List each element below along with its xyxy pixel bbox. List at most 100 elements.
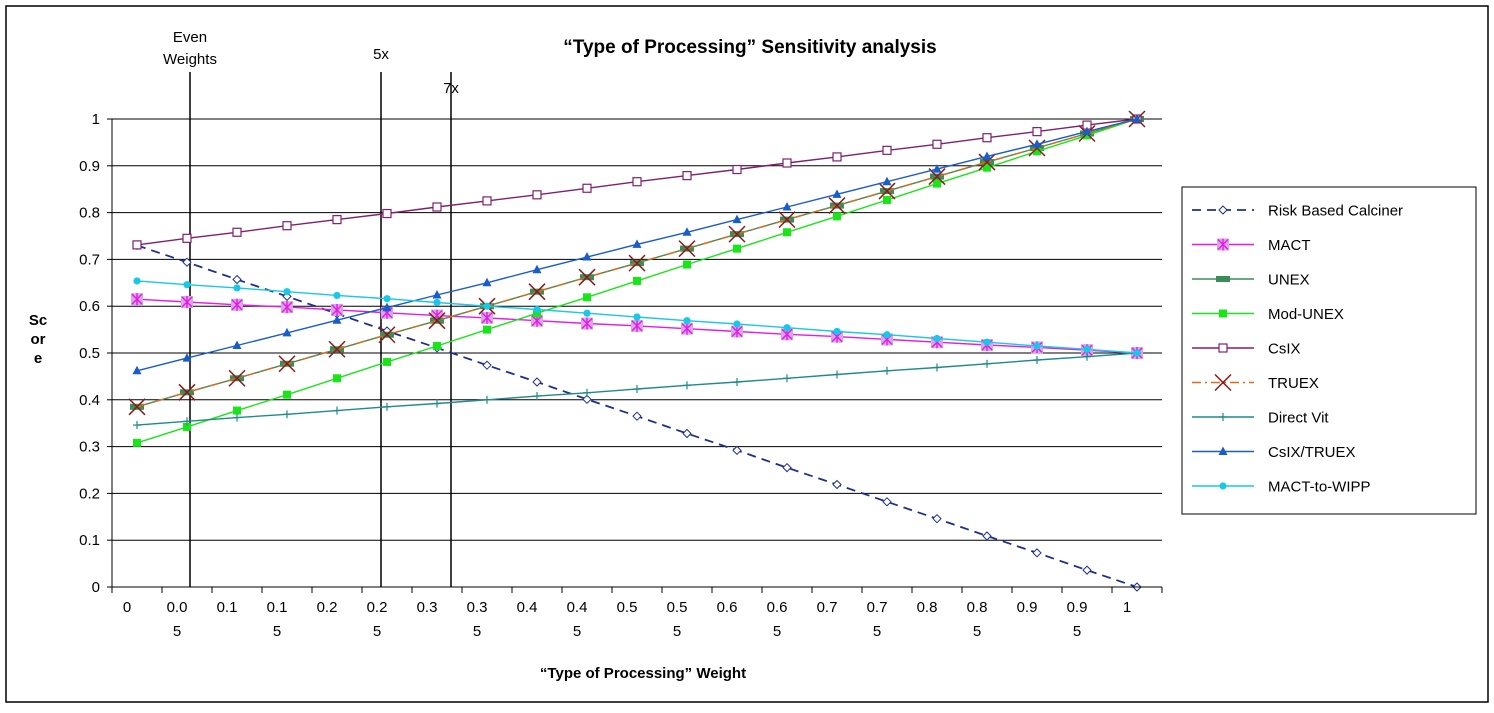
data-point [833, 327, 841, 336]
data-point [732, 164, 742, 175]
x-tick-label: 0.9 [1067, 599, 1088, 616]
x-tick-label: 0.6 [717, 599, 738, 616]
data-point [882, 497, 892, 507]
data-point [233, 284, 241, 292]
data-point [983, 338, 991, 346]
y-axis-title-line: Sc [29, 312, 47, 329]
data-point [783, 374, 791, 383]
data-point [128, 398, 146, 416]
data-point [778, 211, 796, 229]
data-point [933, 179, 941, 188]
data-point [782, 462, 792, 473]
data-point [1133, 349, 1141, 357]
data-point [832, 189, 842, 198]
x-tick-label: 0.7 [867, 599, 888, 616]
data-point [178, 383, 196, 401]
data-point [433, 399, 441, 408]
legend-label: Risk Based Calciner [1268, 203, 1403, 220]
y-tick-label: 0.9 [79, 158, 100, 175]
x-tick-label: 5 [373, 623, 381, 640]
legend-item: Mod-UNEX [1192, 306, 1344, 323]
x-tick-label: 0.2 [367, 599, 388, 616]
legend-item: UNEX [1192, 272, 1310, 289]
data-point [378, 326, 396, 344]
series-truex [128, 110, 1146, 416]
data-point [1032, 139, 1042, 148]
data-point [383, 295, 391, 303]
data-point [1032, 548, 1042, 558]
data-point [932, 164, 942, 173]
data-point [333, 374, 341, 383]
data-point [732, 445, 742, 456]
data-point [283, 390, 291, 399]
data-point [432, 289, 442, 299]
data-point [782, 158, 792, 168]
data-point [733, 378, 741, 387]
data-point [883, 331, 891, 339]
legend-item: Direct Vit [1192, 410, 1329, 427]
legend-marker [1216, 276, 1230, 282]
data-point [482, 360, 492, 370]
data-point [633, 276, 641, 285]
data-point [682, 171, 692, 181]
data-point [932, 139, 942, 149]
data-point [533, 305, 541, 314]
data-point [582, 394, 592, 405]
data-point [582, 183, 592, 193]
data-point [578, 268, 596, 286]
x-tick-label: 5 [1073, 623, 1081, 640]
legend-item: MACT [1192, 237, 1311, 254]
data-point [533, 392, 541, 401]
data-point [228, 369, 246, 387]
y-tick-label: 0.1 [79, 532, 100, 549]
series-csix [132, 114, 1142, 250]
data-point [681, 322, 693, 335]
data-point [682, 428, 692, 439]
x-tick-label: 5 [973, 623, 981, 640]
data-point [678, 240, 696, 258]
data-point [581, 317, 593, 330]
data-point [1082, 565, 1092, 575]
x-tick-label: 1 [1123, 599, 1131, 616]
data-point [632, 177, 642, 187]
data-point [483, 302, 491, 310]
x-tick-label: 5 [573, 623, 581, 640]
legend-marker [1219, 309, 1227, 318]
data-point [832, 479, 842, 490]
data-point [982, 531, 992, 541]
x-tick-label: 5 [173, 623, 181, 640]
series-csix-truex [132, 114, 1142, 375]
y-tick-label: 0.7 [79, 251, 100, 268]
data-point [633, 313, 641, 321]
data-point [332, 315, 342, 324]
data-point [333, 291, 341, 300]
x-tick-label: 0.6 [767, 599, 788, 616]
data-point [281, 301, 293, 314]
chart-title: “Type of Processing” Sensitivity analysi… [563, 37, 936, 58]
data-point [732, 214, 742, 224]
data-point [483, 325, 491, 334]
y-tick-label: 0.8 [79, 205, 100, 222]
x-tick-label: 5 [273, 623, 281, 640]
data-point [532, 377, 542, 387]
data-point [278, 355, 296, 373]
y-tick-label: 0.2 [79, 485, 100, 502]
legend-marker [1217, 238, 1229, 251]
data-point [433, 298, 441, 307]
data-point [728, 225, 746, 243]
data-point [583, 309, 591, 317]
legend: Risk Based Calciner MACT UNEX Mod-UNEX CsIX T… [1181, 186, 1477, 515]
data-point [631, 319, 643, 332]
x-tick-label: 0.3 [467, 599, 488, 616]
data-point [232, 227, 242, 237]
data-point [131, 293, 143, 306]
data-point [182, 353, 192, 362]
reference-line-label: 5x [373, 46, 389, 63]
data-point [1083, 352, 1091, 361]
data-point [1083, 131, 1091, 140]
reference-line-label: 7x [443, 80, 459, 97]
data-point [683, 260, 691, 269]
data-point [183, 417, 191, 426]
data-point [182, 257, 192, 267]
data-point [928, 168, 946, 186]
